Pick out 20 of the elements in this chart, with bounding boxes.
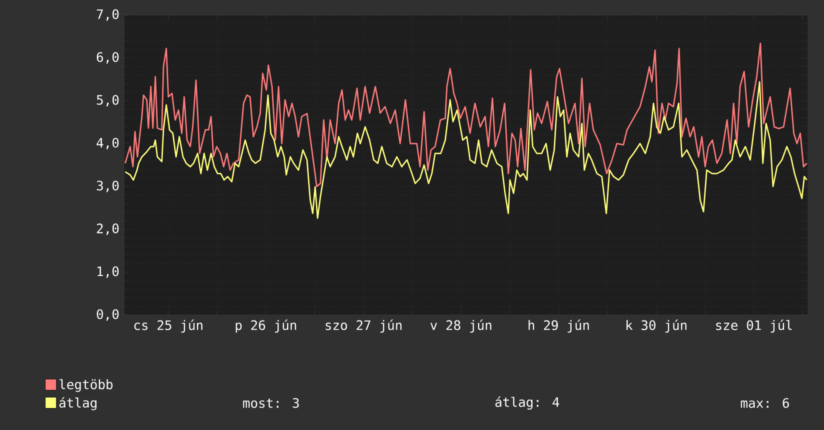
y-tick-label: 0,0: [96, 309, 119, 321]
legend-label: legtöbb: [60, 379, 113, 392]
text: átlag: 4: [495, 396, 560, 410]
y-tick-label: 2,0: [96, 224, 119, 236]
x-tick-label: h 29 jún: [528, 320, 589, 333]
x-tick-label: cs 25 jún: [134, 320, 202, 333]
x-tick-label: sze 01 júl: [716, 320, 792, 333]
y-tick-label: 3,0: [96, 180, 119, 192]
legend-label: átlag: [59, 397, 96, 410]
y-tick-label: 5,0: [96, 94, 119, 106]
text: max: 6: [740, 398, 789, 408]
x-tick-label: v 28 jún: [430, 320, 492, 333]
x-tick-label: k 30 jún: [626, 320, 686, 333]
y-tick-label: 4,0: [96, 138, 119, 150]
x-tick-label: p 26 jún: [236, 320, 296, 333]
y-tick-label: 1,0: [98, 266, 119, 278]
y-tick-label: 7,0: [96, 9, 119, 21]
y-tick-label: 6,0: [96, 52, 119, 64]
x-tick-label: szo 27 jún: [326, 320, 402, 333]
text: most: 3: [243, 398, 299, 408]
